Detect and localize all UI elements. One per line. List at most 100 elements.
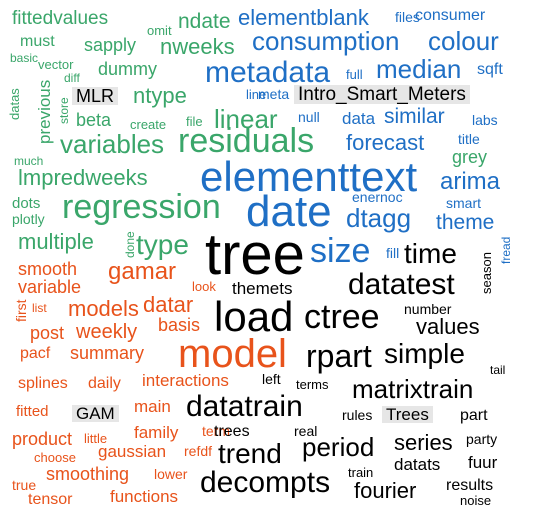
cloud-word: ctree (304, 298, 380, 336)
cloud-word: datatrain (186, 390, 303, 423)
cloud-word: pacf (20, 345, 51, 362)
cloud-word: null (298, 109, 320, 125)
cloud-word: nweeks (160, 34, 235, 59)
cloud-word: lmpredweeks (18, 165, 148, 190)
cloud-word: residuals (178, 122, 315, 160)
cloud-word: matrixtrain (352, 374, 474, 404)
cloud-word: tail (490, 363, 506, 377)
cloud-word: model (178, 332, 287, 376)
cloud-word: list (32, 301, 47, 315)
cloud-word: interactions (142, 371, 229, 390)
cloud-word: number (404, 301, 452, 317)
cloud-word: term (202, 423, 230, 439)
cloud-word: smooth (18, 259, 78, 279)
cloud-word: period (302, 432, 375, 462)
cloud-word: elementblank (238, 5, 369, 30)
cloud-word: create (130, 117, 167, 132)
cloud-word: tensor (28, 491, 73, 508)
cloud-word: file (186, 114, 203, 129)
cloud-word: title (458, 131, 480, 147)
cloud-word: themets (232, 279, 293, 298)
cloud-word: sqft (477, 61, 503, 78)
cloud-word: multiple (18, 229, 94, 254)
cloud-word: first (13, 299, 29, 322)
cloud-word: trend (218, 438, 282, 469)
cloud-word: must (20, 33, 55, 50)
cloud-word: true (12, 477, 37, 493)
cloud-word: smoothing (46, 464, 130, 484)
cloud-word: gaussian (98, 442, 167, 461)
cloud-word: datats (394, 455, 441, 474)
cloud-word: plotly (12, 211, 45, 227)
cloud-word: season (479, 252, 494, 294)
cloud-word: variables (60, 129, 165, 159)
topic-label: GAM (72, 405, 119, 422)
cloud-word: look (192, 279, 216, 294)
cloud-word: post (30, 323, 65, 343)
cloud-word: much (14, 154, 44, 168)
cloud-word: fitted (16, 403, 49, 420)
cloud-word: time (404, 238, 457, 269)
cloud-word: ndate (178, 10, 231, 33)
cloud-word: omit (147, 23, 172, 38)
cloud-word: lower (154, 466, 188, 482)
cloud-word: little (84, 431, 108, 446)
cloud-word: regression (62, 188, 221, 226)
cloud-word: basis (158, 315, 201, 335)
cloud-word: functions (110, 487, 179, 506)
cloud-word: basic (10, 51, 39, 65)
cloud-word: colour (428, 26, 499, 56)
topic-label: Intro_Smart_Meters (294, 85, 470, 104)
cloud-word: labs (472, 112, 498, 128)
cloud-word: line (246, 87, 267, 102)
cloud-word: dummy (98, 59, 158, 79)
cloud-word: linear (214, 104, 278, 134)
cloud-word: sapply (84, 35, 137, 55)
cloud-word: real (294, 423, 318, 439)
cloud-word: values (416, 314, 480, 339)
cloud-word: main (134, 397, 171, 416)
cloud-word: fill (386, 245, 400, 261)
cloud-word: summary (70, 343, 145, 363)
cloud-word: arima (440, 168, 501, 195)
cloud-word: elementtext (200, 153, 418, 200)
cloud-word: vector (38, 57, 74, 72)
cloud-word: consumption (252, 26, 400, 56)
topic-label: Trees (382, 406, 433, 423)
cloud-word: full (346, 67, 363, 82)
cloud-word: results (446, 477, 494, 494)
cloud-word: load (214, 293, 294, 340)
cloud-word: left (262, 371, 281, 387)
cloud-word: noise (460, 493, 492, 508)
cloud-word: enernoc (352, 189, 403, 205)
cloud-word: rules (342, 407, 373, 423)
cloud-word: tree (205, 222, 305, 287)
cloud-word: done (123, 231, 137, 258)
cloud-word: forecast (346, 130, 425, 155)
cloud-word: train (348, 465, 374, 480)
cloud-word: date (246, 187, 332, 236)
cloud-word: refdf (184, 443, 213, 459)
cloud-word: smart (446, 195, 481, 211)
cloud-word: choose (34, 450, 76, 465)
cloud-word: size (310, 232, 371, 270)
cloud-word: metadata (205, 56, 331, 89)
cloud-word: splines (18, 375, 68, 392)
cloud-word: datar (143, 292, 194, 317)
cloud-word: beta (76, 110, 112, 130)
cloud-word: median (376, 54, 462, 84)
cloud-word: dots (12, 195, 41, 212)
cloud-word: fuur (468, 453, 498, 472)
cloud-word: series (394, 430, 453, 455)
cloud-word: consumer (415, 7, 486, 24)
cloud-word: ntype (133, 83, 187, 108)
cloud-word: fourier (354, 478, 417, 503)
cloud-word: dtagg (346, 203, 412, 233)
cloud-word: datas (7, 88, 22, 120)
cloud-word: fread (499, 236, 513, 264)
cloud-word: data (342, 109, 376, 128)
cloud-word: decompts (200, 466, 331, 499)
cloud-word: simple (384, 338, 465, 369)
cloud-word: models (68, 296, 139, 321)
cloud-word: meta (258, 86, 290, 102)
